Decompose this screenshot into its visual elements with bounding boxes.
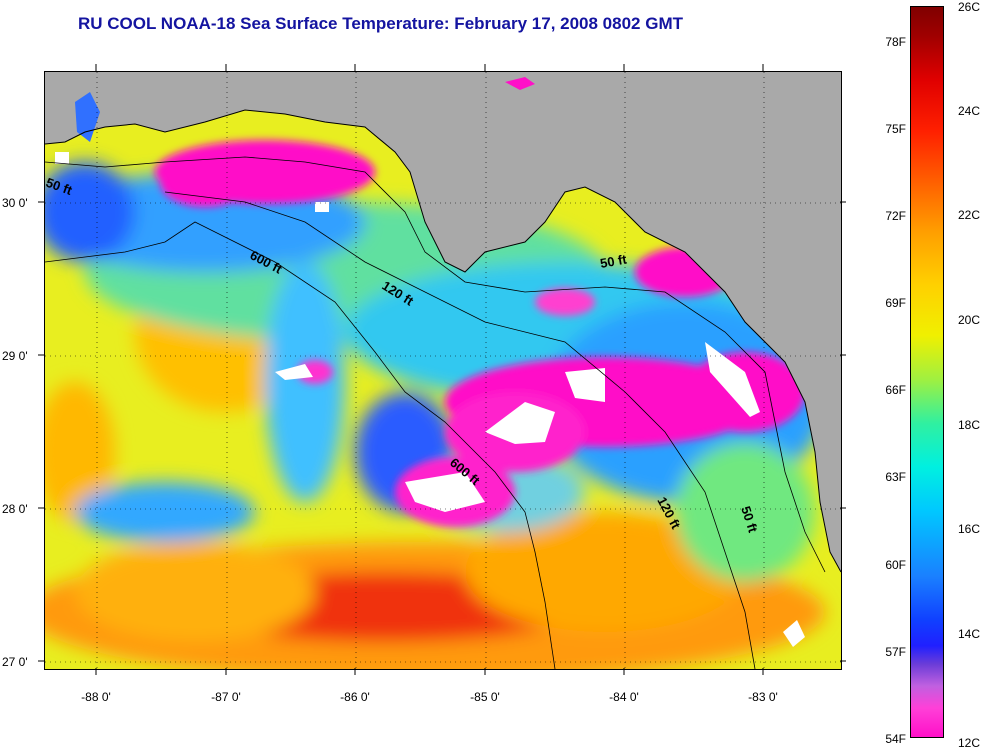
lon-label-88: -88 0' (81, 690, 111, 704)
lat-label-30: 30 0' (2, 196, 28, 210)
coastline (45, 109, 841, 573)
temperature-colorbar (910, 6, 944, 738)
isobath-label-50ft-east: 50 ft (599, 251, 629, 271)
lon-label-86: -86 0' (340, 690, 370, 704)
colorbar-c-18: 18C (958, 418, 981, 432)
colorbar-c-26: 26C (958, 0, 981, 14)
colorbar-f-69: 69F (885, 296, 906, 310)
colorbar-f-72: 72F (885, 209, 906, 223)
colorbar-f-63: 63F (885, 470, 906, 484)
colorbar-f-66: 66F (885, 383, 906, 397)
lon-label-84: -84 0' (609, 690, 639, 704)
sst-map: 50 ft 600 ft 120 ft 50 ft 600 ft 120 ft … (44, 71, 842, 670)
cloud-patches (55, 152, 805, 647)
colorbar-c-16: 16C (958, 522, 981, 536)
colorbar-f-78: 78F (885, 35, 906, 49)
colorbar-f-60: 60F (885, 558, 906, 572)
lat-label-28: 28 0' (2, 502, 28, 516)
colorbar-c-22: 22C (958, 208, 981, 222)
isobath-lines (45, 156, 826, 669)
lon-label-85: -85 0' (470, 690, 500, 704)
colorbar-c-24: 24C (958, 104, 981, 118)
lon-label-83: -83 0' (748, 690, 778, 704)
colorbar-c-14: 14C (958, 627, 981, 641)
lat-label-29: 29 0' (2, 349, 28, 363)
colorbar-f-54: 54F (885, 732, 906, 746)
lon-label-87: -87 0' (211, 690, 241, 704)
sea-surface-field (45, 110, 841, 669)
lat-label-27: 27 0' (2, 655, 28, 669)
map-title: RU COOL NOAA-18 Sea Surface Temperature:… (78, 14, 683, 33)
colorbar-c-12: 12C (958, 736, 981, 750)
colorbar-f-75: 75F (885, 122, 906, 136)
colorbar-f-57: 57F (885, 645, 906, 659)
sst-map-image: 50 ft 600 ft 120 ft 50 ft 600 ft 120 ft … (45, 72, 841, 669)
colorbar-c-20: 20C (958, 313, 981, 327)
